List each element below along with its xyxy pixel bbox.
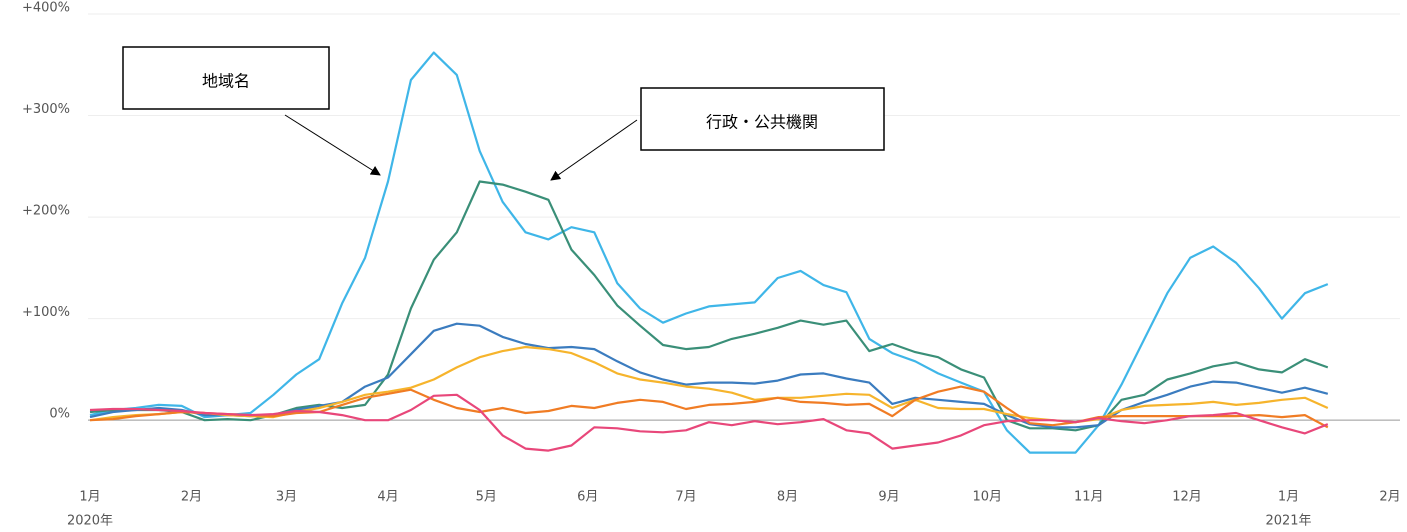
series-line bbox=[89, 322, 1329, 429]
annotation-box bbox=[122, 46, 330, 110]
y-tick-label: +300% bbox=[22, 102, 70, 117]
x-tick-label: 10月 bbox=[972, 490, 1002, 505]
x-tick-label: 8月 bbox=[777, 490, 798, 505]
series-line bbox=[89, 393, 1329, 452]
x-tick-label: 9月 bbox=[878, 490, 899, 505]
annotation: 地域名 bbox=[202, 73, 250, 91]
x-tick-label: 4月 bbox=[377, 490, 398, 505]
series-line bbox=[89, 180, 1329, 432]
x-tick-label: 6月 bbox=[577, 490, 598, 505]
series-line bbox=[89, 345, 1329, 424]
annotation: 行政・公共機関 bbox=[706, 114, 818, 132]
x-year-label: 2020年 bbox=[67, 514, 113, 529]
x-tick-label: 7月 bbox=[675, 490, 696, 505]
x-tick-label: 1月 bbox=[79, 490, 100, 505]
y-tick-label: +100% bbox=[22, 305, 70, 320]
annotation-arrow bbox=[550, 119, 638, 181]
x-year-label: 2021年 bbox=[1265, 514, 1311, 529]
x-tick-label: 1月 bbox=[1278, 490, 1299, 505]
y-tick-label: +400% bbox=[22, 1, 70, 16]
x-tick-label: 5月 bbox=[476, 490, 497, 505]
x-tick-label: 11月 bbox=[1074, 490, 1104, 505]
annotation-arrow bbox=[284, 114, 381, 176]
x-tick-label: 2月 bbox=[1379, 490, 1400, 505]
series-line bbox=[89, 51, 1329, 454]
annotation-box bbox=[640, 87, 885, 151]
x-tick-label: 12月 bbox=[1172, 490, 1202, 505]
grid: +400% +300% +200% +100% 0% 1月 2月 3月 4月 5月 6月 7月 8月 9月… bbox=[22, 1, 1401, 529]
y-tick-label: +200% bbox=[22, 204, 70, 219]
x-tick-label: 3月 bbox=[276, 490, 297, 505]
y-tick-label: 0% bbox=[49, 407, 70, 422]
lines bbox=[89, 51, 1329, 454]
series-line bbox=[89, 385, 1329, 429]
x-tick-label: 2月 bbox=[181, 490, 202, 505]
